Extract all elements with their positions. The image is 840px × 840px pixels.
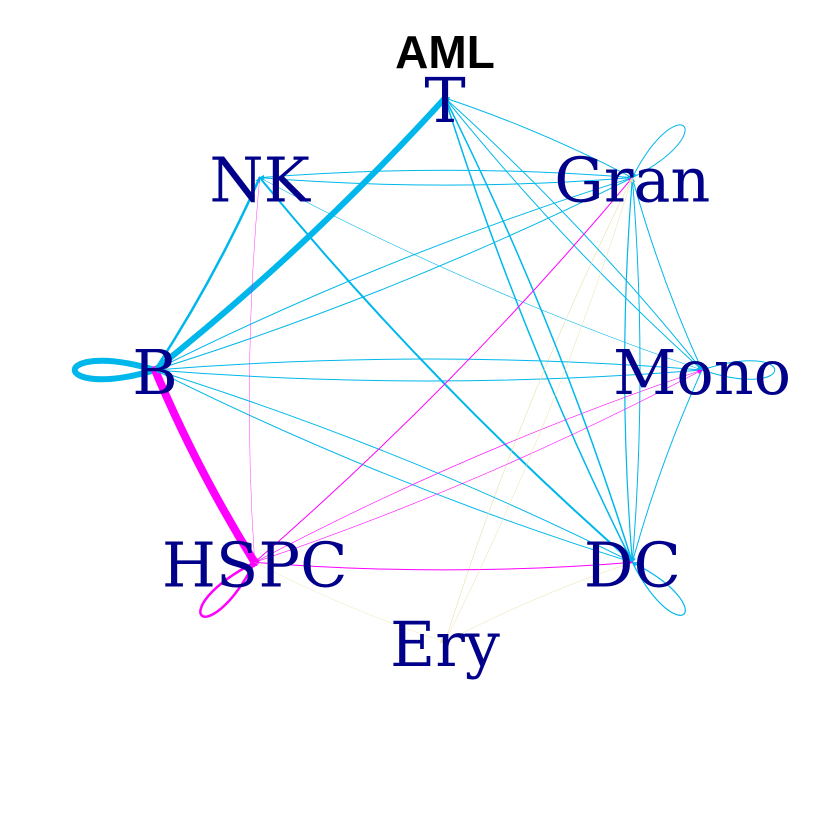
- edge-nk-to-hspc: [249, 177, 260, 563]
- edge-hspc-to-hspc: [199, 561, 256, 618]
- edge-gran-to-gran: [631, 124, 686, 179]
- node-label-mono: Mono: [613, 336, 791, 409]
- edge-b-to-nk: [153, 176, 261, 372]
- edge-b-to-t: [152, 95, 448, 373]
- edge-b-to-mono: [154, 367, 703, 382]
- chart-title: AML: [395, 26, 495, 78]
- node-label-gran: Gran: [554, 144, 710, 217]
- edge-dc-to-gran: [630, 177, 641, 563]
- edge-mono-to-dc: [631, 369, 703, 563]
- edge-b-to-b: [72, 357, 158, 383]
- edge-ery-to-gran: [444, 177, 634, 643]
- edge-dc-to-b: [154, 368, 633, 563]
- node-label-nk: NK: [209, 144, 311, 217]
- edge-dc-to-t: [444, 97, 634, 564]
- edge-nk-to-dc: [258, 176, 634, 564]
- edge-gran-to-nk: [259, 169, 633, 180]
- edge-b-to-gran: [154, 177, 633, 371]
- edge-hspc-to-gran: [254, 177, 633, 563]
- edge-mono-to-t: [444, 97, 703, 371]
- node-label-ery: Ery: [390, 608, 500, 681]
- node-label-hspc: HSPC: [162, 528, 348, 601]
- edge-dc-to-ery: [444, 562, 633, 643]
- edge-hspc-to-ery: [254, 562, 446, 643]
- edge-gran-to-b: [154, 177, 633, 371]
- node-label-b: B: [132, 336, 178, 409]
- edge-b-to-dc: [154, 369, 633, 564]
- edge-nk-to-gran: [259, 175, 633, 186]
- edge-mono-to-b: [154, 358, 703, 373]
- edge-gran-to-ery: [443, 177, 633, 643]
- node-label-t: T: [424, 64, 465, 137]
- edge-b-to-hspc: [151, 366, 259, 567]
- edge-layer: [72, 95, 775, 643]
- edge-t-to-dc: [444, 97, 634, 564]
- edge-mono-to-hspc: [254, 369, 703, 563]
- edge-gran-to-dc: [624, 177, 635, 563]
- edge-dc-to-dc: [631, 561, 686, 616]
- node-label-dc: DC: [584, 528, 681, 601]
- edge-t-to-mono: [444, 97, 703, 371]
- edge-mono-to-mono: [701, 360, 775, 380]
- edge-hspc-to-mono: [254, 369, 703, 563]
- edge-gran-to-t: [444, 97, 633, 179]
- edge-gran-to-mono: [631, 177, 703, 371]
- edge-hspc-to-dc: [254, 560, 633, 571]
- node-label-layer: T Gran Mono DC Ery HSPC B NK: [132, 64, 791, 681]
